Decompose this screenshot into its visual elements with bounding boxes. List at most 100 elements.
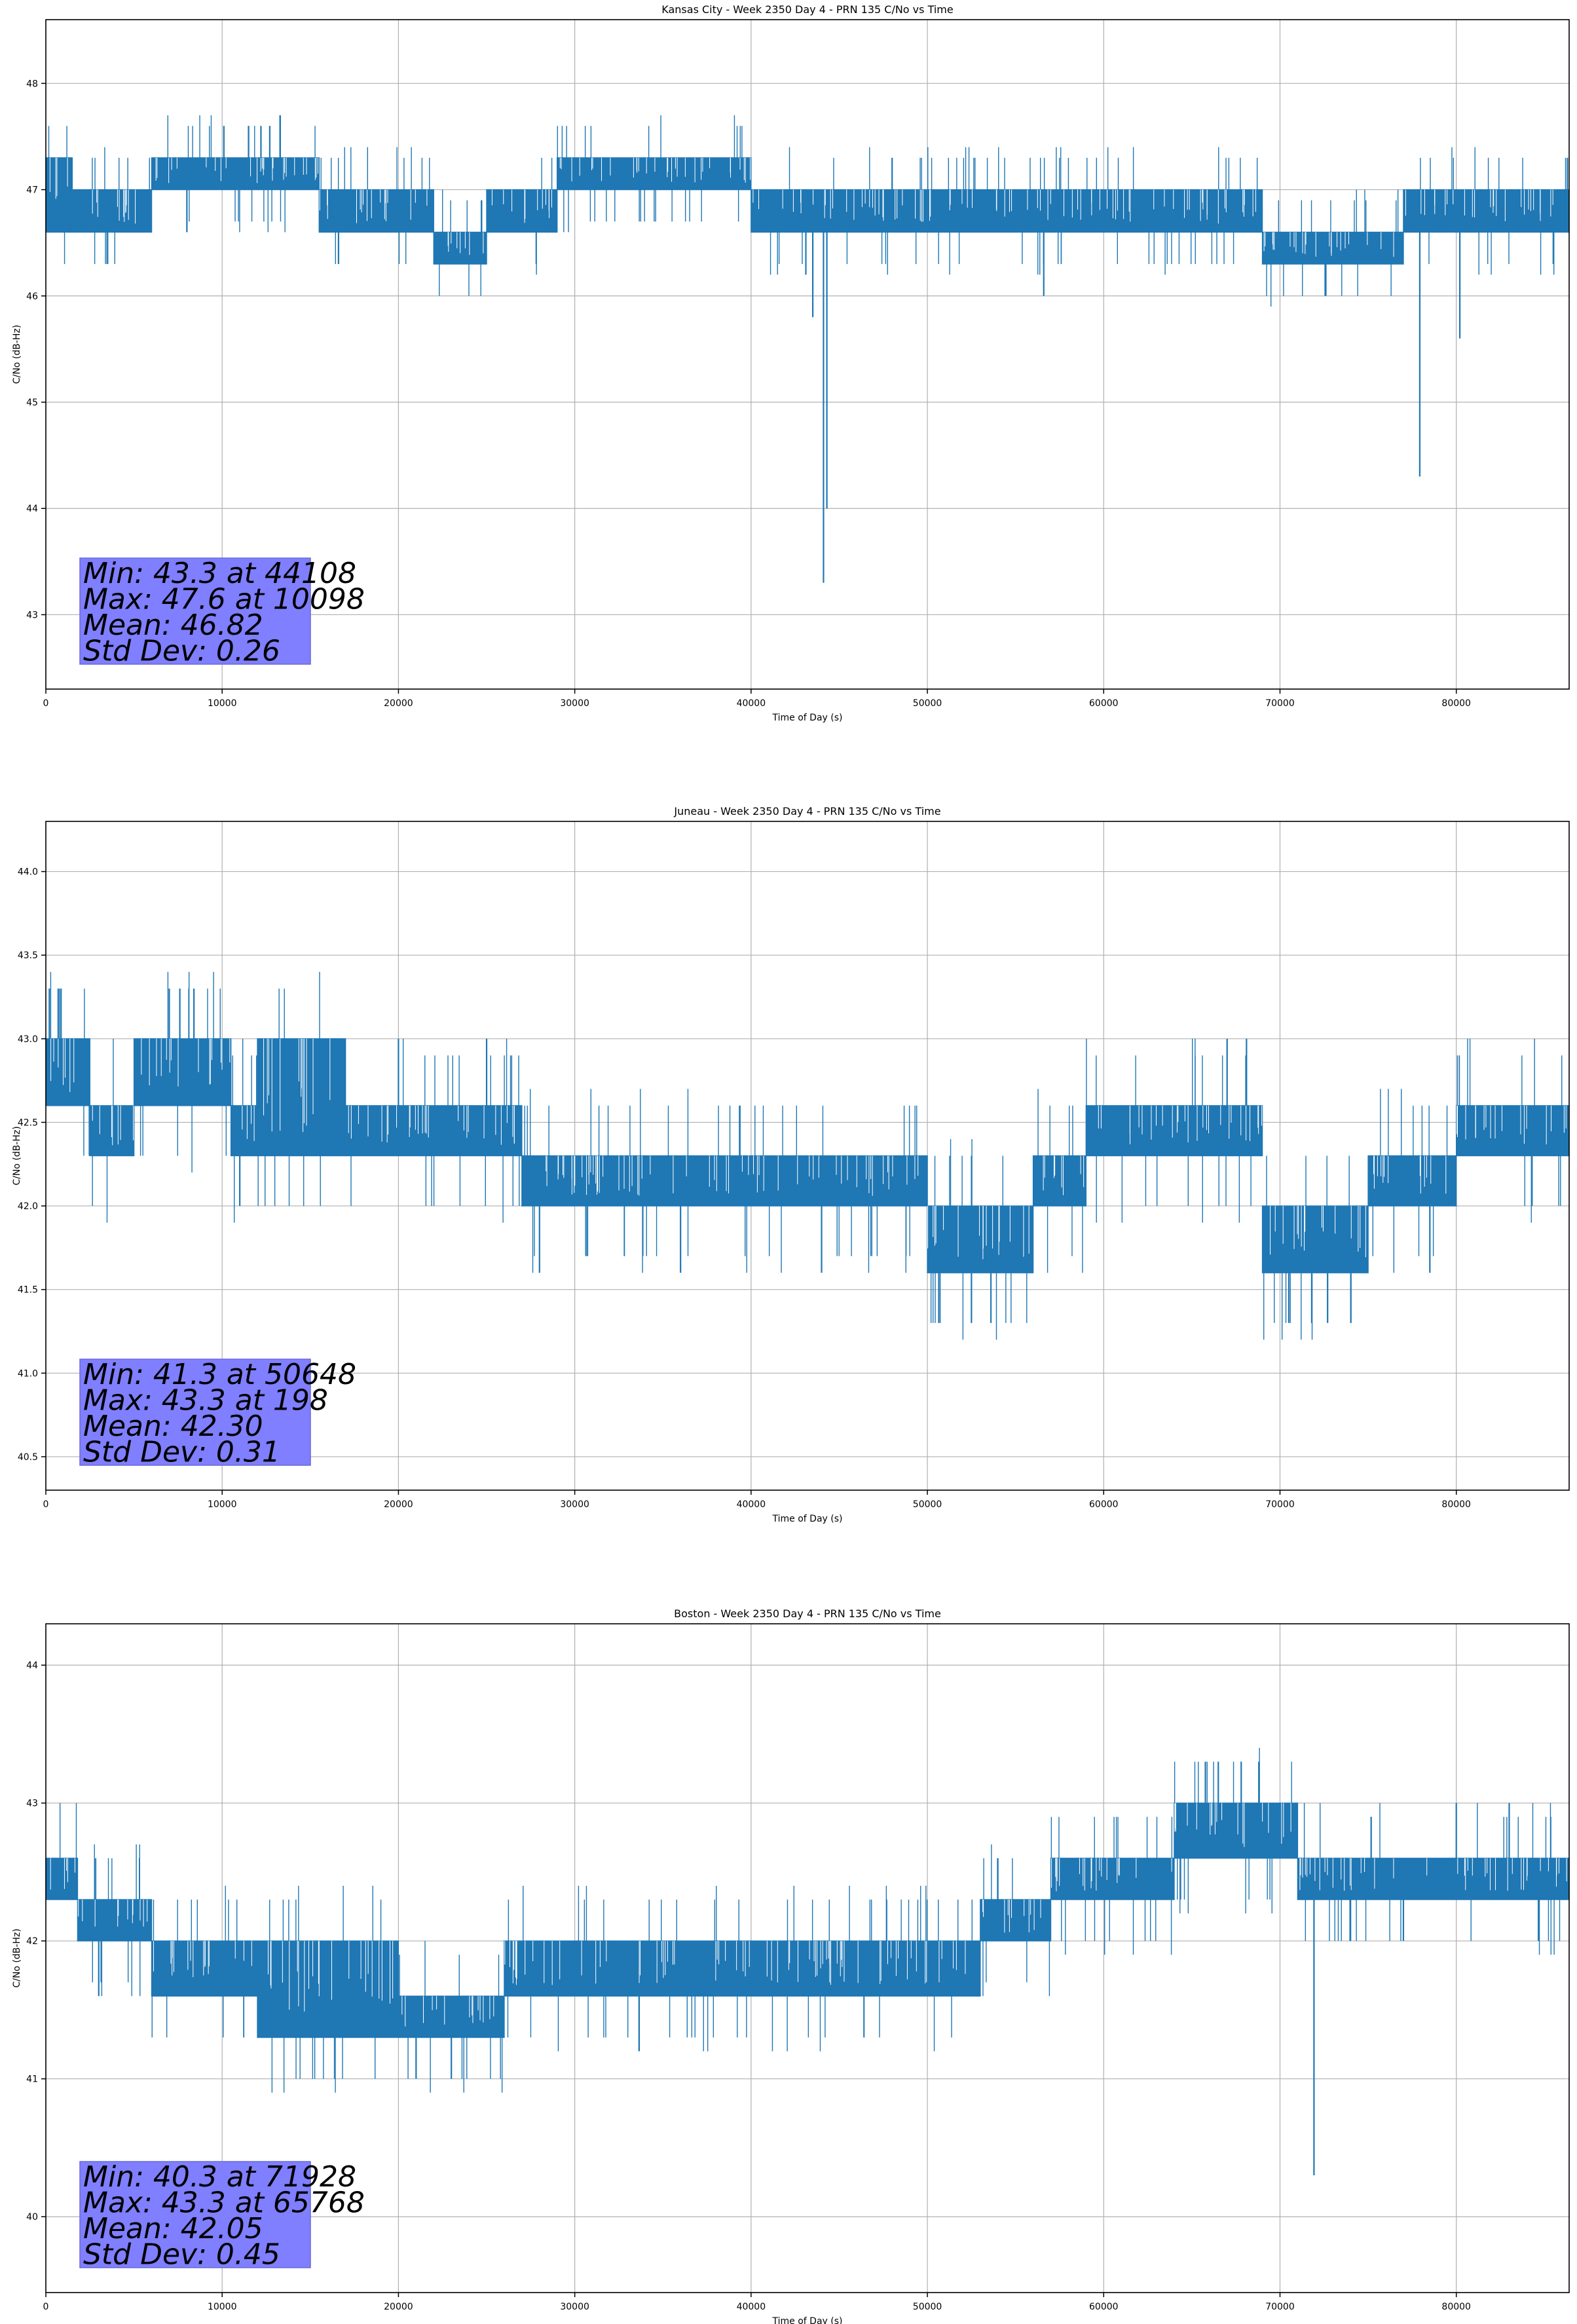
x-tick-label: 70000 [1265, 698, 1295, 709]
y-tick-label: 41.5 [18, 1285, 38, 1296]
x-tick-label: 30000 [560, 1499, 589, 1510]
y-tick-label: 44 [26, 1660, 38, 1671]
y-tick-label: 44 [26, 504, 38, 514]
data-band [486, 189, 558, 233]
data-band [504, 1940, 593, 1997]
data-band [1403, 189, 1570, 233]
data-band [751, 189, 1210, 233]
data-band [398, 1995, 505, 2038]
x-tick-label: 80000 [1441, 1499, 1471, 1510]
x-tick-label: 80000 [1441, 698, 1471, 709]
x-tick-label: 80000 [1441, 2302, 1471, 2312]
data-band-group [45, 1038, 1570, 1273]
y-axis-label: C/No (dB-Hz) [12, 325, 22, 384]
chart-title: Kansas City - Week 2350 Day 4 - PRN 135 … [661, 3, 953, 16]
data-series [45, 1748, 1570, 2176]
y-tick-label: 42.5 [18, 1117, 38, 1128]
data-series [45, 971, 1570, 1340]
stats-line: Max: 43.3 at 198 [83, 1384, 328, 1417]
data-band-group [45, 1802, 1570, 2038]
data-band [1209, 189, 1263, 233]
data-band [1261, 1205, 1369, 1273]
stats-line: Mean: 42.05 [83, 2212, 263, 2245]
stats-line: Max: 47.6 at 10098 [83, 583, 365, 616]
x-tick-label: 10000 [208, 698, 237, 709]
x-tick-label: 40000 [737, 2302, 766, 2312]
data-band [45, 1038, 91, 1106]
x-tick-label: 10000 [208, 2302, 237, 2312]
data-band [1261, 231, 1404, 265]
x-tick-label: 60000 [1089, 698, 1119, 709]
data-band [591, 1940, 981, 1997]
x-tick-label: 30000 [560, 698, 589, 709]
y-tick-label: 42.0 [18, 1201, 38, 1212]
stats-box-background [79, 557, 311, 665]
x-tick-label: 60000 [1089, 1499, 1119, 1510]
data-band [133, 1038, 232, 1106]
stats-line: Std Dev: 0.26 [83, 635, 280, 668]
stats-line: Mean: 42.30 [83, 1410, 263, 1443]
data-band [521, 1155, 928, 1207]
y-axis-label: C/No (dB-Hz) [12, 1928, 22, 1987]
stats-box-background [79, 1359, 311, 1466]
data-band [71, 189, 153, 233]
x-axis-label: Time of Day (s) [772, 2316, 843, 2324]
data-band [1367, 1155, 1457, 1207]
data-band [89, 1105, 135, 1157]
data-band [980, 1899, 1052, 1941]
x-tick-label: 70000 [1265, 1499, 1295, 1510]
data-band [77, 1899, 153, 1941]
x-tick-label: 10000 [208, 1499, 237, 1510]
data-band [1085, 1105, 1263, 1157]
data-band [557, 157, 752, 191]
y-axis-label: C/No (dB-Hz) [12, 1126, 22, 1185]
x-tick-label: 40000 [737, 698, 766, 709]
x-tick-label: 0 [43, 698, 49, 709]
x-tick-label: 50000 [913, 2302, 942, 2312]
x-tick-label: 0 [43, 1499, 49, 1510]
data-band [151, 157, 320, 191]
data-band [257, 1940, 399, 2038]
x-tick-label: 20000 [384, 2302, 413, 2312]
stats-line: Mean: 46.82 [83, 609, 263, 642]
stats-line: Std Dev: 0.45 [83, 2238, 280, 2272]
x-tick-label: 50000 [913, 1499, 942, 1510]
data-band [1174, 1802, 1299, 1859]
stats-line: Min: 40.3 at 71928 [83, 2160, 356, 2194]
x-tick-label: 20000 [384, 1499, 413, 1510]
x-tick-label: 30000 [560, 2302, 589, 2312]
x-tick-label: 70000 [1265, 2302, 1295, 2312]
y-tick-label: 43.0 [18, 1034, 38, 1045]
y-tick-label: 43.5 [18, 950, 38, 961]
x-tick-label: 0 [43, 2302, 49, 2312]
y-tick-label: 47 [26, 185, 38, 196]
y-tick-label: 46 [26, 291, 38, 302]
chart-title: Juneau - Week 2350 Day 4 - PRN 135 C/No … [673, 805, 940, 817]
x-axis-label: Time of Day (s) [772, 1514, 843, 1524]
x-tick-label: 50000 [913, 698, 942, 709]
x-axis-label: Time of Day (s) [772, 713, 843, 723]
x-tick-label: 60000 [1089, 2302, 1119, 2312]
y-tick-label: 43 [26, 610, 38, 620]
axes-frame [45, 1623, 1570, 2293]
chart-panel-2: 0 10000 20000 30000 40000 50000 60000 70000 8000… [12, 805, 1570, 1524]
chart-panel-3: 0 10000 20000 30000 40000 50000 60000 70000 8000… [12, 1607, 1570, 2324]
y-tick-label: 40 [26, 2212, 38, 2222]
y-tick-label: 43 [26, 1799, 38, 1809]
data-band-group [45, 157, 1570, 265]
stats-line: Min: 41.3 at 50648 [83, 1358, 356, 1391]
axes-frame [45, 821, 1570, 1491]
stats-line: Max: 43.3 at 65768 [83, 2186, 365, 2220]
y-tick-label: 48 [26, 79, 38, 89]
data-band [1297, 1858, 1570, 1900]
y-tick-label: 41.0 [18, 1368, 38, 1379]
stats-line: Std Dev: 0.31 [83, 1436, 280, 1469]
y-tick-label: 42 [26, 1936, 38, 1947]
data-band [318, 189, 434, 233]
stats-box-background [79, 2161, 311, 2268]
data-band [927, 1205, 1034, 1273]
